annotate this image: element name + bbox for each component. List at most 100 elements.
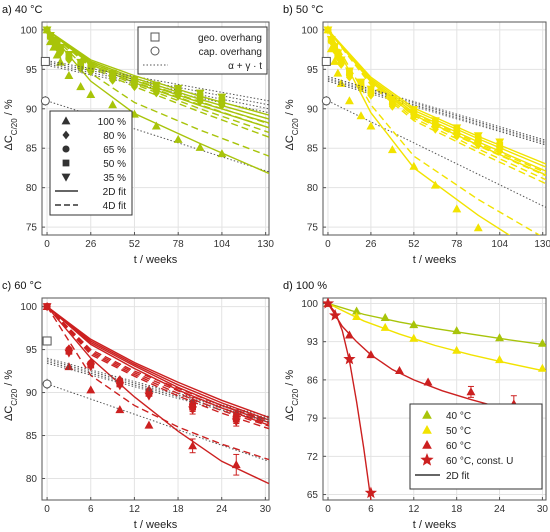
- y-tick-label: 79: [307, 414, 319, 425]
- data-point-triangle-up: [366, 350, 376, 359]
- 2d-fit-line: [327, 302, 543, 372]
- data-point-triangle-down: [330, 43, 340, 52]
- data-point-triangle-up: [173, 134, 183, 143]
- linear-fit-line: [327, 75, 546, 141]
- y-tick-label: 75: [307, 223, 319, 234]
- data-point-triangle-up: [231, 460, 241, 469]
- 2d-fit-line: [46, 29, 269, 116]
- panel-title: a) 40 °C: [2, 4, 43, 16]
- data-point-triangle-down: [45, 32, 55, 41]
- data-point-triangle-up: [473, 223, 483, 232]
- x-tick-label: 78: [451, 239, 463, 250]
- 2d-fit-line: [327, 29, 546, 168]
- data-point-triangle-up: [195, 142, 205, 151]
- data-point-triangle-up: [430, 180, 440, 189]
- data-point-triangle-down: [231, 418, 241, 427]
- legend-label: 40 °C: [446, 411, 471, 422]
- 4d-fit-line: [327, 29, 541, 235]
- y-axis-label: ΔCC/20 / %: [284, 99, 300, 150]
- data-point-triangle-up: [115, 405, 125, 414]
- x-tick-label: 24: [216, 504, 228, 515]
- plot-area: [42, 25, 269, 175]
- y-tick-label: 65: [307, 490, 319, 501]
- data-point-triangle-up: [144, 420, 154, 429]
- legend-label: cap. overhang: [199, 47, 262, 58]
- data-point-triangle-up: [352, 311, 362, 320]
- x-axis-label: t / weeks: [134, 254, 178, 266]
- data-point-triangle-up: [452, 204, 462, 213]
- plot-frame: [41, 297, 270, 501]
- y-tick-label: 85: [26, 144, 38, 155]
- data-point-triangle-down: [188, 406, 198, 415]
- data-point-triangle-up: [452, 326, 462, 335]
- legend-label: 2D fit: [103, 187, 127, 198]
- data-point-star: [323, 298, 335, 309]
- 2d-fit-line: [46, 306, 269, 426]
- data-point-triangle-down: [64, 50, 74, 59]
- data-point-triangle-up: [387, 145, 397, 154]
- linear-fit-line: [327, 80, 546, 146]
- data-point-triangle-up: [409, 333, 419, 342]
- linear-fit-line: [46, 361, 269, 421]
- x-tick-label: 12: [129, 504, 141, 515]
- data-point-triangle-down: [430, 117, 440, 126]
- legend-label: 100 %: [98, 117, 126, 128]
- data-point-triangle-down: [356, 78, 366, 87]
- x-tick-label: 104: [214, 239, 231, 250]
- legend-label: 50 %: [103, 159, 126, 170]
- data-point-triangle-up: [217, 149, 227, 158]
- panel-title: d) 100 %: [283, 280, 327, 292]
- y-axis-label: ΔCC/20 / %: [3, 370, 19, 421]
- x-tick-label: 0: [44, 239, 50, 250]
- data-point-star: [343, 352, 356, 365]
- y-tick-label: 95: [307, 65, 319, 76]
- data-point-triangle-down: [108, 69, 118, 78]
- data-point-triangle-up: [423, 377, 433, 386]
- 2d-fit-line: [46, 306, 269, 485]
- data-point-triangle-up: [356, 111, 366, 120]
- legend-star: [420, 453, 434, 466]
- y-tick-label: 90: [26, 388, 38, 399]
- data-point-star: [329, 309, 342, 321]
- data-point-triangle-up: [333, 68, 343, 77]
- y-tick-label: 90: [26, 104, 38, 115]
- data-point-triangle-down: [336, 56, 346, 65]
- 4d-fit-line: [46, 306, 269, 461]
- y-tick-label: 80: [26, 183, 38, 194]
- data-point-triangle-down: [366, 85, 376, 94]
- y-tick-label: 93: [307, 337, 319, 348]
- legend-label: 50 °C: [446, 426, 471, 437]
- data-point-triangle-up: [188, 441, 198, 450]
- data-point-triangle-down: [409, 106, 419, 115]
- y-tick-label: 85: [307, 144, 319, 155]
- data-point-triangle-up: [344, 330, 354, 339]
- data-point-triangle-down: [42, 303, 52, 312]
- data-point-triangle-up: [86, 89, 96, 98]
- 2d-fit-line: [46, 306, 269, 419]
- 2d-fit-line: [327, 29, 511, 235]
- data-point-triangle-down: [333, 49, 343, 58]
- x-tick-label: 0: [325, 504, 331, 515]
- legend-label: 65 %: [103, 145, 126, 156]
- x-tick-label: 52: [129, 239, 141, 250]
- y-axis-label: ΔCC/20 / %: [284, 370, 300, 421]
- x-tick-label: 130: [534, 239, 550, 250]
- overhang-square-open: [40, 56, 50, 66]
- x-tick-label: 18: [172, 504, 184, 515]
- overhang-square-open: [321, 56, 331, 66]
- panel-title: b) 50 °C: [283, 4, 324, 16]
- x-axis-label: t / weeks: [413, 254, 457, 266]
- linear-fit-line: [327, 77, 546, 143]
- legend-label: 60 °C, const. U: [446, 456, 513, 467]
- x-tick-label: 0: [44, 504, 50, 515]
- data-point-triangle-up: [380, 313, 390, 322]
- y-tick-label: 100: [301, 299, 318, 310]
- x-tick-label: 0: [325, 239, 331, 250]
- data-point-triangle-up: [86, 385, 96, 394]
- data-point-triangle-down: [42, 26, 52, 35]
- plot-frame: [322, 21, 547, 236]
- x-axis-label: t / weeks: [134, 519, 178, 531]
- plot-area: [42, 301, 269, 485]
- data-point-triangle-down: [64, 349, 74, 358]
- y-tick-label: 95: [26, 65, 38, 76]
